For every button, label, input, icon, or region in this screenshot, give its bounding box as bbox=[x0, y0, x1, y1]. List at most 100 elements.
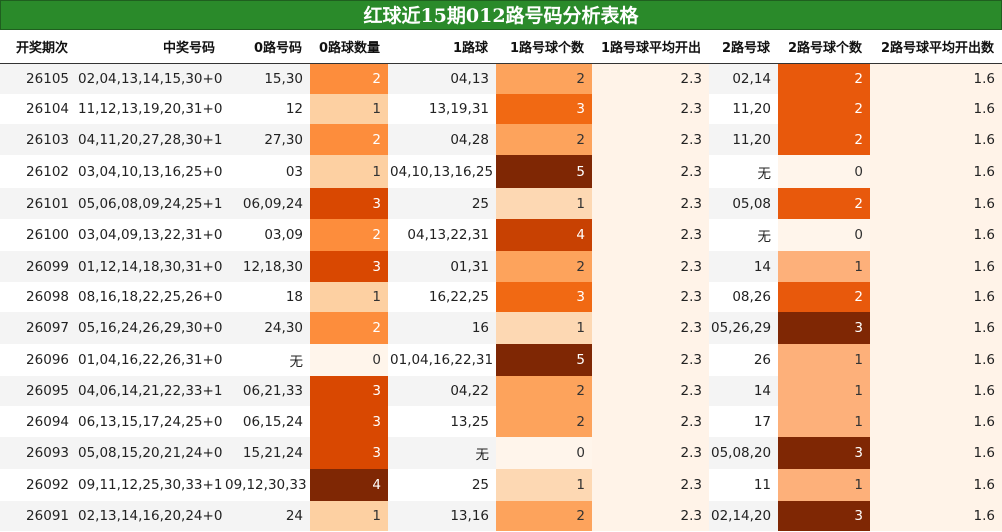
cell-winning-numbers: 05,16,24,26,29,30+02 bbox=[76, 312, 223, 344]
cell-route0-count: 2 bbox=[310, 219, 388, 251]
cell-route0-count: 1 bbox=[310, 282, 388, 312]
cell-route1-numbers: 13,16 bbox=[388, 501, 496, 531]
header-numbers: 中奖号码 bbox=[76, 30, 223, 64]
table-row: 26098 08,16,18,22,25,26+07 18 1 16,22,25 3 2.3… bbox=[0, 282, 1002, 312]
cell-route1-numbers: 01,31 bbox=[388, 251, 496, 282]
cell-route0-numbers: 06,09,24 bbox=[223, 188, 310, 219]
cell-route1-average: 2.3 bbox=[592, 406, 709, 437]
cell-period: 26092 bbox=[0, 469, 76, 501]
cell-route1-numbers: 25 bbox=[388, 188, 496, 219]
cell-route1-average: 2.3 bbox=[592, 344, 709, 376]
cell-route1-count: 5 bbox=[496, 344, 592, 376]
cell-route0-numbers: 无 bbox=[223, 344, 310, 376]
cell-route1-count: 1 bbox=[496, 188, 592, 219]
cell-route2-count: 3 bbox=[778, 312, 870, 344]
cell-route2-numbers: 17 bbox=[709, 406, 778, 437]
cell-route2-count: 1 bbox=[778, 406, 870, 437]
cell-route0-numbers: 15,21,24 bbox=[223, 437, 310, 469]
cell-route2-count: 2 bbox=[778, 63, 870, 94]
cell-route2-numbers: 05,08 bbox=[709, 188, 778, 219]
cell-period: 26100 bbox=[0, 219, 76, 251]
cell-route1-count: 2 bbox=[496, 251, 592, 282]
cell-route2-numbers: 无 bbox=[709, 219, 778, 251]
cell-route0-numbers: 27,30 bbox=[223, 124, 310, 155]
cell-period: 26098 bbox=[0, 282, 76, 312]
cell-route2-average: 1.6 bbox=[870, 469, 1002, 501]
table-row: 26102 03,04,10,13,16,25+09 03 1 04,10,13,16,… bbox=[0, 155, 1002, 188]
cell-period: 26097 bbox=[0, 312, 76, 344]
cell-route2-numbers: 08,26 bbox=[709, 282, 778, 312]
cell-route0-count: 1 bbox=[310, 501, 388, 531]
cell-route0-numbers: 12 bbox=[223, 94, 310, 124]
cell-route0-numbers: 24,30 bbox=[223, 312, 310, 344]
cell-route2-average: 1.6 bbox=[870, 124, 1002, 155]
cell-route1-average: 2.3 bbox=[592, 251, 709, 282]
header-route2-numbers: 2路号球 bbox=[709, 30, 778, 64]
cell-route2-average: 1.6 bbox=[870, 188, 1002, 219]
header-row: 开奖期次 中奖号码 0路号码 0路球数量 1路球 1路号球个数 1路号球平均开出… bbox=[0, 30, 1002, 64]
table-row: 26103 04,11,20,27,28,30+15 27,30 2 04,28 2 2.3… bbox=[0, 124, 1002, 155]
cell-route0-numbers: 15,30 bbox=[223, 63, 310, 94]
cell-route1-numbers: 04,22 bbox=[388, 376, 496, 406]
cell-route1-average: 2.3 bbox=[592, 469, 709, 501]
cell-route1-count: 1 bbox=[496, 469, 592, 501]
cell-winning-numbers: 01,12,14,18,30,31+02 bbox=[76, 251, 223, 282]
cell-route2-count: 1 bbox=[778, 251, 870, 282]
cell-winning-numbers: 03,04,09,13,22,31+04 bbox=[76, 219, 223, 251]
header-route1-count: 1路号球个数 bbox=[496, 30, 592, 64]
cell-route1-average: 2.3 bbox=[592, 188, 709, 219]
cell-route2-numbers: 11,20 bbox=[709, 94, 778, 124]
cell-route2-average: 1.6 bbox=[870, 251, 1002, 282]
cell-route1-numbers: 16,22,25 bbox=[388, 282, 496, 312]
cell-period: 26095 bbox=[0, 376, 76, 406]
cell-route0-numbers: 06,15,24 bbox=[223, 406, 310, 437]
header-route1-average: 1路号球平均开出 bbox=[592, 30, 709, 64]
cell-route2-average: 1.6 bbox=[870, 63, 1002, 94]
cell-route0-count: 2 bbox=[310, 124, 388, 155]
cell-route1-average: 2.3 bbox=[592, 155, 709, 188]
cell-route1-average: 2.3 bbox=[592, 219, 709, 251]
cell-route2-numbers: 02,14,20 bbox=[709, 501, 778, 531]
cell-route0-numbers: 06,21,33 bbox=[223, 376, 310, 406]
cell-period: 26094 bbox=[0, 406, 76, 437]
cell-route1-average: 2.3 bbox=[592, 94, 709, 124]
cell-route2-average: 1.6 bbox=[870, 155, 1002, 188]
cell-route0-count: 3 bbox=[310, 406, 388, 437]
cell-winning-numbers: 03,04,10,13,16,25+09 bbox=[76, 155, 223, 188]
header-route0-count: 0路球数量 bbox=[310, 30, 388, 64]
table-row: 26091 02,13,14,16,20,24+05 24 1 13,16 2 2.3 02,… bbox=[0, 501, 1002, 531]
cell-route1-average: 2.3 bbox=[592, 501, 709, 531]
cell-period: 26099 bbox=[0, 251, 76, 282]
cell-route2-count: 3 bbox=[778, 437, 870, 469]
cell-winning-numbers: 04,06,14,21,22,33+16 bbox=[76, 376, 223, 406]
cell-route2-count: 3 bbox=[778, 501, 870, 531]
cell-route0-numbers: 24 bbox=[223, 501, 310, 531]
cell-winning-numbers: 01,04,16,22,26,31+04 bbox=[76, 344, 223, 376]
cell-period: 26101 bbox=[0, 188, 76, 219]
cell-winning-numbers: 02,04,13,14,15,30+08 bbox=[76, 63, 223, 94]
cell-route2-average: 1.6 bbox=[870, 376, 1002, 406]
cell-route2-count: 2 bbox=[778, 188, 870, 219]
cell-route2-average: 1.6 bbox=[870, 437, 1002, 469]
table-row: 26096 01,04,16,22,26,31+04 无 0 01,04,16,22,3… bbox=[0, 344, 1002, 376]
cell-winning-numbers: 05,08,15,20,21,24+09 bbox=[76, 437, 223, 469]
cell-route2-count: 2 bbox=[778, 282, 870, 312]
cell-route1-numbers: 13,19,31 bbox=[388, 94, 496, 124]
cell-route0-count: 3 bbox=[310, 437, 388, 469]
cell-route1-count: 2 bbox=[496, 124, 592, 155]
cell-route0-count: 2 bbox=[310, 63, 388, 94]
cell-route2-average: 1.6 bbox=[870, 94, 1002, 124]
cell-route1-numbers: 16 bbox=[388, 312, 496, 344]
cell-route1-numbers: 13,25 bbox=[388, 406, 496, 437]
cell-period: 26105 bbox=[0, 63, 76, 94]
cell-route2-numbers: 14 bbox=[709, 376, 778, 406]
cell-route1-average: 2.3 bbox=[592, 63, 709, 94]
cell-route2-count: 2 bbox=[778, 124, 870, 155]
cell-route1-count: 3 bbox=[496, 282, 592, 312]
cell-route0-count: 0 bbox=[310, 344, 388, 376]
table-row: 26105 02,04,13,14,15,30+08 15,30 2 04,13 2 2.3… bbox=[0, 63, 1002, 94]
cell-winning-numbers: 11,12,13,19,20,31+03 bbox=[76, 94, 223, 124]
table-title: 红球近15期012路号码分析表格 bbox=[0, 0, 1002, 30]
cell-route1-numbers: 04,10,13,16,25 bbox=[388, 155, 496, 188]
